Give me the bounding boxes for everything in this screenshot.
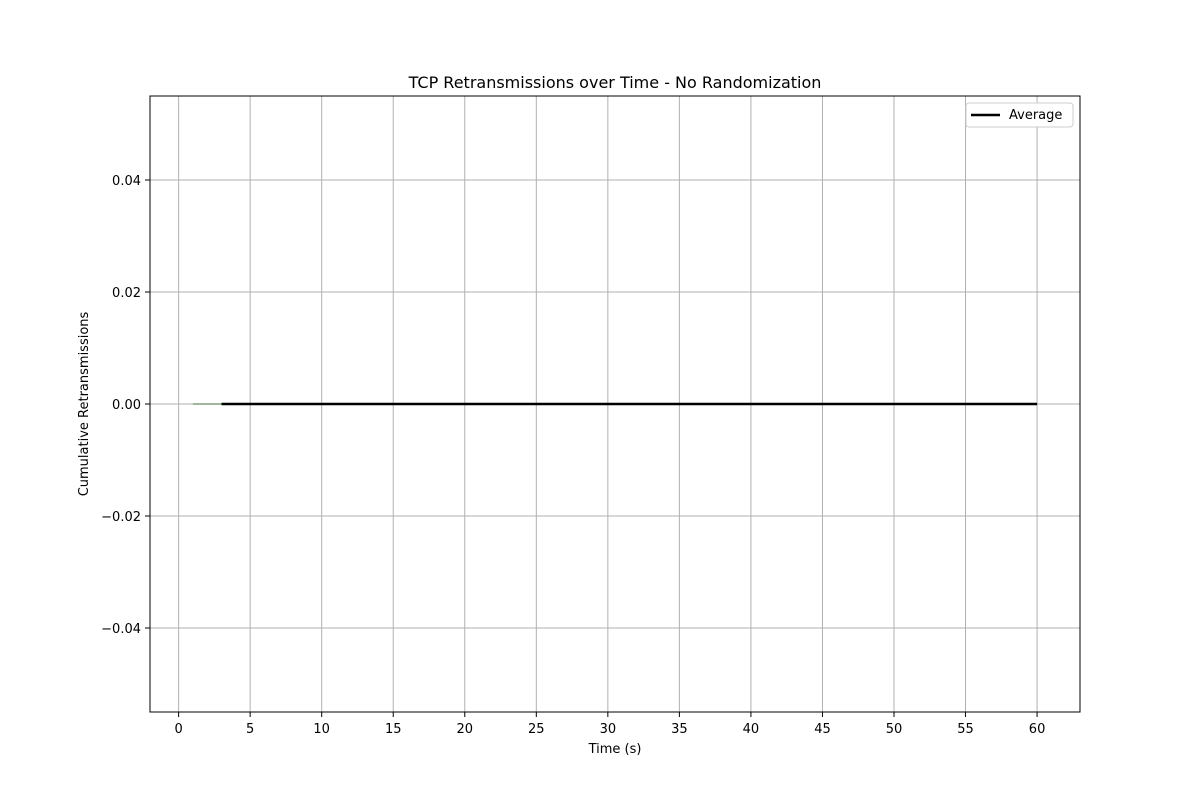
x-tick-label: 5	[246, 722, 254, 737]
x-tick-label: 25	[528, 722, 545, 737]
x-tick-label: 45	[814, 722, 831, 737]
y-tick-label: 0.02	[112, 286, 141, 301]
x-tick-label: 0	[174, 722, 182, 737]
x-tick-label: 50	[886, 722, 903, 737]
x-axis: 0 5 10 15 20 25 30 35 40 45 50 55 60	[174, 712, 1045, 737]
legend: Average	[965, 102, 1074, 128]
x-tick-label: 20	[456, 722, 473, 737]
y-tick-label: −0.04	[101, 622, 141, 637]
x-tick-label: 30	[600, 722, 617, 737]
y-tick-label: −0.02	[101, 510, 141, 525]
x-tick-label: 35	[671, 722, 688, 737]
x-tick-label: 10	[313, 722, 330, 737]
x-tick-label: 15	[385, 722, 402, 737]
x-tick-label: 55	[957, 722, 974, 737]
chart-title: TCP Retransmissions over Time - No Rando…	[408, 73, 822, 92]
x-axis-label: Time (s)	[588, 742, 642, 757]
x-tick-label: 60	[1029, 722, 1046, 737]
x-tick-label: 40	[743, 722, 760, 737]
legend-label-average: Average	[1009, 108, 1062, 123]
y-axis-label: Cumulative Retransmissions	[77, 311, 92, 496]
y-tick-label: 0.00	[112, 398, 141, 413]
y-tick-label: 0.04	[112, 174, 141, 189]
legend-box	[965, 102, 1074, 128]
y-axis: −0.04 −0.02 0.00 0.02 0.04	[101, 174, 150, 637]
